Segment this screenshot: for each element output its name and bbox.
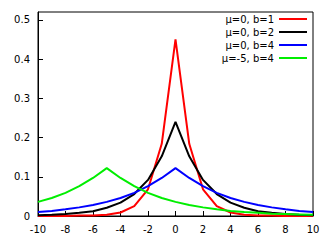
svg-text:4: 4 xyxy=(227,224,233,235)
svg-text:μ=0, b=1: μ=0, b=1 xyxy=(225,14,274,25)
svg-text:-6: -6 xyxy=(88,224,98,235)
svg-text:2: 2 xyxy=(200,224,206,235)
svg-text:-8: -8 xyxy=(61,224,71,235)
svg-text:0.1: 0.1 xyxy=(14,171,30,182)
svg-text:-2: -2 xyxy=(143,224,153,235)
svg-text:μ=0, b=4: μ=0, b=4 xyxy=(225,40,274,51)
svg-text:10: 10 xyxy=(307,224,320,235)
svg-text:0.4: 0.4 xyxy=(14,54,30,65)
svg-text:μ=0, b=2: μ=0, b=2 xyxy=(225,27,274,38)
svg-text:0.2: 0.2 xyxy=(14,132,30,143)
svg-text:0.5: 0.5 xyxy=(14,14,30,25)
svg-text:-10: -10 xyxy=(30,224,46,235)
svg-text:0: 0 xyxy=(24,211,30,222)
svg-text:0: 0 xyxy=(172,224,178,235)
svg-text:μ=-5, b=4: μ=-5, b=4 xyxy=(222,53,274,64)
svg-text:0.3: 0.3 xyxy=(14,93,30,104)
svg-text:8: 8 xyxy=(282,224,288,235)
svg-text:6: 6 xyxy=(255,224,261,235)
svg-text:-4: -4 xyxy=(116,224,126,235)
